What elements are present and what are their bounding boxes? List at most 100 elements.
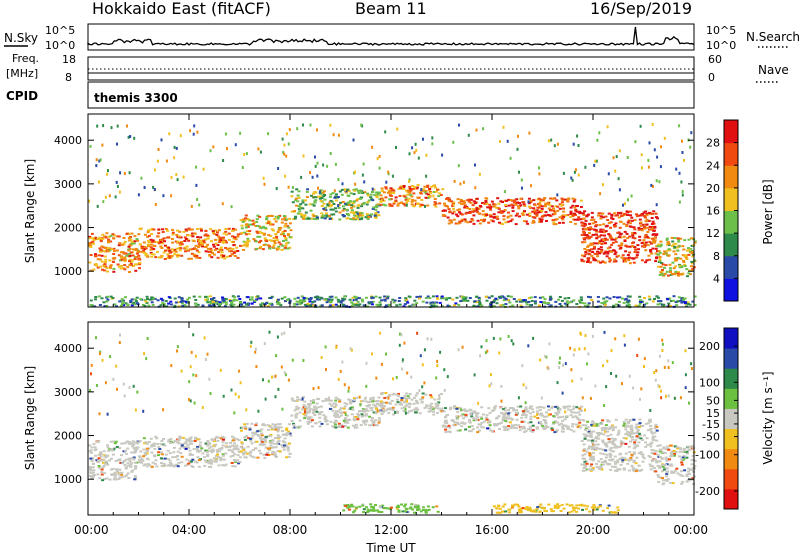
echo-cell-1: [142, 464, 146, 467]
echo-cell-6: [616, 459, 620, 462]
echo-cell-1: [177, 235, 181, 238]
echo-cell-6: [634, 446, 637, 449]
echo-cell-0: [112, 270, 116, 273]
echo-cell-4: [390, 188, 394, 191]
echo-cell-2: [274, 233, 278, 236]
echo-cell-1: [214, 238, 217, 241]
echo-cell-2: [269, 234, 273, 237]
echo-cell-2: [282, 446, 286, 449]
echo-cell-1: [159, 241, 163, 244]
echo-cell-5: [486, 206, 490, 209]
echo-cell-5: [531, 429, 535, 432]
sparse-echo-cell: [101, 143, 104, 147]
echo-cell-4: [406, 395, 410, 398]
echo-cell-3: [332, 213, 336, 216]
echo-cell-0: [127, 232, 131, 235]
echo-cell-4: [429, 191, 433, 194]
echo-cell-1: [139, 250, 143, 253]
echo-cell-8: [218, 301, 222, 304]
sparse-echo-cell: [432, 194, 435, 198]
echo-cell-6: [641, 424, 645, 427]
echo-cell-5: [481, 213, 485, 216]
echo-cell-3: [340, 414, 343, 417]
echo-cell-1: [204, 229, 208, 232]
echo-cell-6: [591, 256, 595, 259]
echo-cell-2: [244, 233, 248, 236]
echo-cell-0: [99, 265, 102, 268]
echo-cell-6: [654, 450, 658, 453]
echo-cell-5: [579, 206, 583, 208]
echo-cell-2: [241, 220, 245, 223]
echo-cell-2: [254, 225, 258, 227]
echo-cell-6: [652, 467, 656, 469]
echo-cell-6: [586, 259, 590, 262]
echo-cell-8: [250, 296, 254, 299]
echo-cell-8: [477, 296, 481, 299]
colorbar-tick-label: 4: [713, 272, 720, 285]
echo-cell-2: [252, 221, 256, 224]
sparse-echo-cell: [333, 189, 336, 193]
echo-cell-1: [157, 451, 161, 454]
echo-cell-6: [655, 461, 659, 464]
echo-cell-8: [489, 302, 492, 305]
echo-cell-5: [564, 424, 568, 427]
velocity-heatmap: [88, 330, 697, 514]
echo-cell-6: [632, 261, 636, 264]
echo-cell-7: [687, 449, 691, 452]
echo-cell-0: [104, 265, 108, 268]
echo-cell-1: [174, 250, 178, 253]
echo-cell-1: [190, 228, 194, 231]
echo-cell-3: [303, 417, 307, 420]
echo-cell-5: [463, 206, 467, 209]
echo-cell-5: [458, 201, 462, 204]
echo-cell-3: [331, 409, 335, 412]
echo-cell-8: [270, 303, 274, 306]
echo-cell-2: [283, 217, 287, 220]
echo-cell-0: [102, 450, 106, 453]
echo-cell-3: [295, 412, 299, 415]
echo-cell-8: [182, 300, 186, 303]
echo-cell-7: [690, 445, 694, 448]
cpid-program: themis 3300: [94, 91, 178, 105]
echo-cell-0: [106, 446, 110, 449]
echo-cell-5: [540, 220, 543, 223]
echo-cell-2: [247, 232, 251, 235]
echo-cell-5: [504, 205, 508, 208]
echo-cell-6: [612, 260, 616, 263]
echo-cell-3: [290, 419, 294, 422]
echo-cell-5: [488, 207, 492, 209]
echo-cell-0: [91, 475, 95, 478]
echo-cell-2: [284, 444, 288, 447]
echo-cell-1: [222, 232, 226, 235]
echo-cell-3: [369, 400, 372, 403]
echo-cell-1: [171, 231, 175, 234]
echo-cell-8: [232, 303, 236, 306]
echo-cell-6: [583, 448, 586, 451]
echo-cell-2: [258, 247, 262, 250]
echo-cell-5: [571, 213, 575, 216]
echo-cell-2: [266, 244, 270, 247]
echo-cell-2: [280, 248, 284, 251]
echo-cell-0: [88, 474, 92, 477]
echo-cell-1: [188, 453, 192, 456]
sparse-echo-cell: [152, 185, 155, 189]
echo-cell-5: [573, 206, 577, 209]
echo-cell-8: [519, 299, 523, 302]
echo-cell-0: [122, 242, 126, 245]
sparse-echo-cell: [114, 195, 117, 199]
echo-cell-6: [583, 228, 587, 230]
echo-cell-7: [686, 445, 690, 448]
echo-cell-4: [381, 409, 385, 412]
echo-cell-8: [133, 298, 137, 301]
echo-cell-1: [209, 445, 213, 448]
echo-cell-8: [383, 298, 387, 301]
echo-cell-3: [338, 399, 342, 401]
echo-cell-3: [323, 217, 327, 220]
echo-cell-8: [132, 301, 136, 304]
echo-cell-4: [408, 393, 412, 395]
echo-cell-3: [314, 191, 318, 194]
echo-cell-5: [560, 197, 564, 200]
echo-cell-3: [377, 396, 381, 399]
echo-cell-5: [537, 202, 541, 205]
echo-cell-8: [618, 296, 622, 299]
